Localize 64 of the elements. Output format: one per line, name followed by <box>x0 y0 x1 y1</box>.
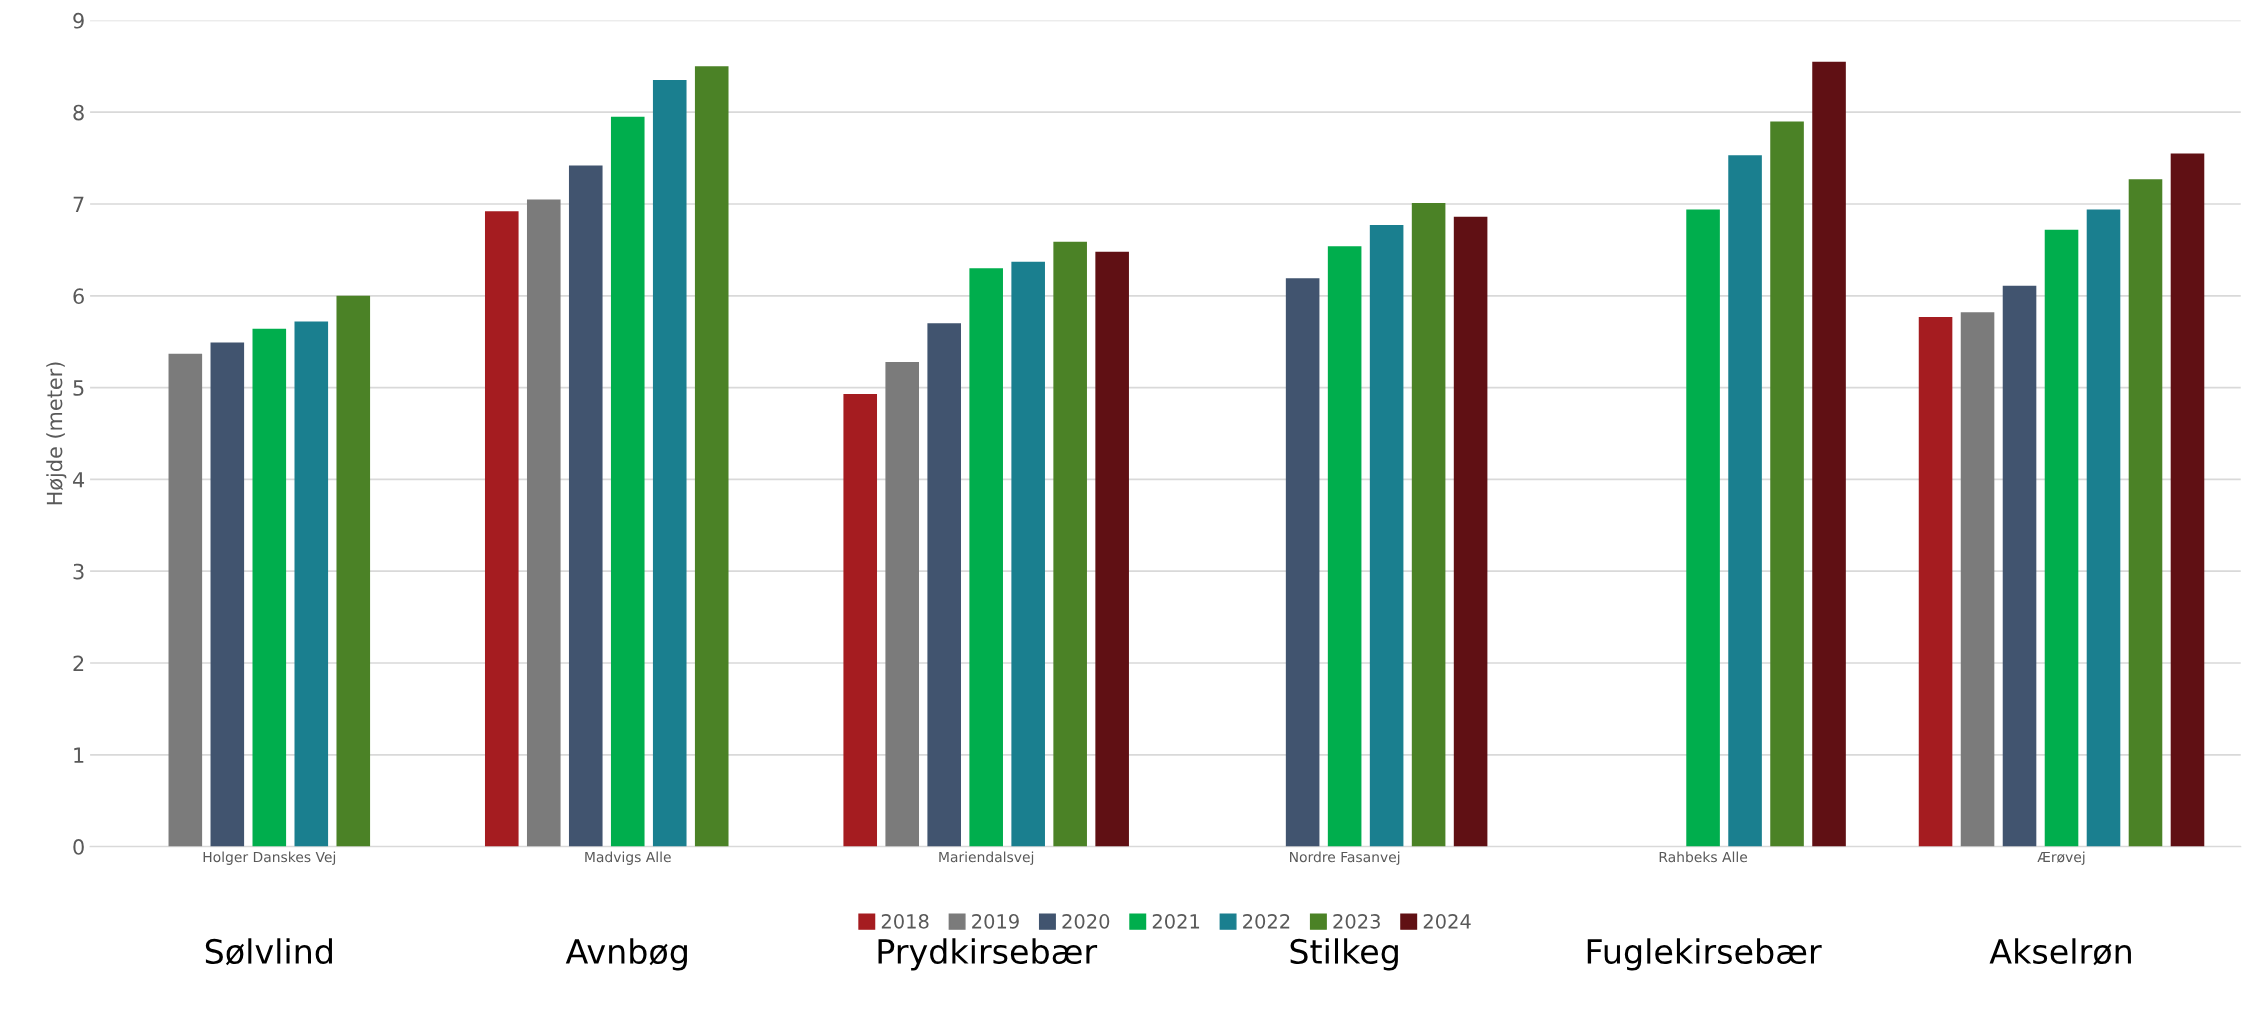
bar <box>168 353 203 847</box>
legend-label: 2024 <box>1423 914 1471 929</box>
legend-label: 2022 <box>1243 914 1290 929</box>
bar <box>568 165 603 847</box>
bar <box>526 199 561 847</box>
text: Avnbøg <box>565 938 687 971</box>
text: Stilkeg <box>1290 938 1398 971</box>
x-tick-label: Madvigs Alle <box>585 851 671 865</box>
bar <box>294 321 329 847</box>
bar <box>843 394 878 847</box>
bar <box>1011 261 1045 847</box>
y-tick-label: 0 <box>73 839 84 855</box>
text: Sølvlind <box>205 938 332 966</box>
x-tick-label: Mariendalsvej <box>939 851 1034 865</box>
bar <box>252 328 287 847</box>
legend-label: 2023 <box>1333 914 1380 929</box>
bar <box>484 211 519 847</box>
text: Fuglekirsebær <box>1587 938 1822 971</box>
y-tick-label: 6 <box>73 288 84 305</box>
y-tick-label: 3 <box>73 563 84 580</box>
bar <box>1918 316 1953 847</box>
y-tick-label: 1 <box>74 747 84 763</box>
bar <box>210 342 245 847</box>
bar <box>2002 285 2037 847</box>
x-tick-label: Ærøvej <box>2037 851 2085 865</box>
bar <box>610 116 645 847</box>
bar <box>1369 225 1404 847</box>
y-tick-label: 8 <box>73 104 84 121</box>
y-tick-label: 7 <box>73 196 84 212</box>
bar <box>2044 229 2079 847</box>
bar <box>336 295 371 847</box>
bar <box>969 268 1003 847</box>
y-tick-label: 4 <box>72 472 85 488</box>
bar <box>1095 251 1129 847</box>
bar <box>1770 121 1804 847</box>
x-tick-label: Rahbeks Alle <box>1659 851 1748 863</box>
bar <box>1327 246 1362 847</box>
bar <box>1285 278 1320 847</box>
bar <box>2086 209 2121 847</box>
bar <box>1960 312 1995 847</box>
y-tick-label: 2 <box>73 655 84 671</box>
bar <box>2128 179 2163 847</box>
y-tick-label: 5 <box>73 380 84 396</box>
legend-label: 2019 <box>972 914 1019 929</box>
text: Akselrøn <box>1989 938 2131 966</box>
y-axis-title: Højde (meter) <box>46 362 67 505</box>
y-tick-label: 9 <box>73 12 84 29</box>
bar <box>1812 61 1846 847</box>
bar <box>1686 209 1720 847</box>
legend-label: 2020 <box>1062 914 1110 929</box>
bar <box>652 80 687 847</box>
legend-label: 2018 <box>881 914 929 929</box>
bar <box>885 361 920 847</box>
text: Prydkirsebær <box>878 938 1098 971</box>
bar <box>1728 155 1762 847</box>
bar <box>2170 153 2205 847</box>
bar <box>927 323 961 847</box>
bar <box>1453 216 1488 847</box>
bar <box>1411 203 1446 847</box>
x-tick-label: Holger Danskes Vej <box>203 851 336 865</box>
legend-label: 2021 <box>1152 914 1200 929</box>
bar <box>694 66 729 847</box>
bar <box>1053 241 1087 847</box>
x-tick-label: Nordre Fasanvej <box>1290 851 1400 865</box>
